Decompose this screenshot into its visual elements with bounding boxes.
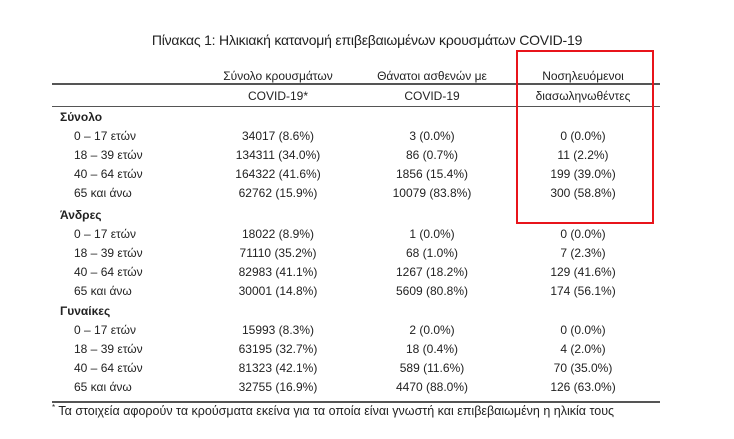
total-cases-cell: 63195 (32.7%) (238, 342, 318, 356)
highlight-box (516, 50, 654, 224)
total-cases-cell: 32755 (16.9%) (238, 380, 318, 394)
deaths-cell: 86 (0.7%) (405, 148, 459, 162)
table-row: 65 και άνω 62762 (15.9%) 10079 (83.8%) 300 … (0, 184, 734, 203)
intubated-cell: 0 (0.0%) (560, 323, 606, 337)
group-header: Άνδρες (0, 206, 734, 225)
age-group-label: 65 και άνω (74, 186, 132, 200)
column-header-deaths: Θάνατοι ασθενών με COVID-19 (352, 66, 512, 106)
total-cases-cell: 62762 (15.9%) (238, 186, 318, 200)
total-cases-cell: 18022 (8.9%) (241, 227, 315, 241)
footnote: * Τα στοιχεία αφορούν τα κρούσματα εκείν… (52, 403, 614, 418)
column-header-total-cases: Σύνολο κρουσμάτων COVID-19* (198, 66, 358, 106)
table-row: 0 – 17 ετών 34017 (8.6%) 3 (0.0%) 0 (0.0%) (0, 127, 734, 146)
header-line: Νοσηλευόμενοι (542, 69, 624, 83)
age-group-label: 0 – 17 ετών (74, 323, 136, 337)
intubated-cell: 300 (58.8%) (550, 186, 616, 200)
intubated-cell: 70 (35.0%) (553, 361, 613, 375)
table-row: 40 – 64 ετών 164322 (41.6%) 1856 (15.4%) 19… (0, 165, 734, 184)
deaths-cell: 10079 (83.8%) (392, 186, 472, 200)
table-row: 18 – 39 ετών 63195 (32.7%) 18 (0.4%) 4 (2.0… (0, 340, 734, 359)
age-group-label: 18 – 39 ετών (74, 246, 143, 260)
deaths-cell: 4470 (88.0%) (395, 380, 469, 394)
intubated-cell: 4 (2.0%) (560, 342, 606, 356)
intubated-cell: 0 (0.0%) (560, 227, 606, 241)
top-rule (52, 83, 660, 85)
table-row: 18 – 39 ετών 134311 (34.0%) 86 (0.7%) 11 (2… (0, 146, 734, 165)
intubated-cell: 129 (41.6%) (550, 265, 616, 279)
deaths-cell: 1 (0.0%) (409, 227, 455, 241)
total-cases-cell: 82983 (41.1%) (238, 265, 318, 279)
deaths-cell: 1267 (18.2%) (395, 265, 469, 279)
footnote-text: Τα στοιχεία αφορούν τα κρούσματα εκείνα … (58, 404, 615, 419)
group-name: Γυναίκες (60, 304, 111, 318)
total-cases-cell: 164322 (41.6%) (235, 167, 321, 181)
age-group-label: 18 – 39 ετών (74, 342, 143, 356)
total-cases-cell: 30001 (14.8%) (238, 284, 318, 298)
group-name: Σύνολο (60, 110, 103, 124)
age-group-label: 18 – 39 ετών (74, 148, 143, 162)
intubated-cell: 126 (63.0%) (550, 380, 616, 394)
deaths-cell: 5609 (80.8%) (395, 284, 469, 298)
table-row: 65 και άνω 30001 (14.8%) 5609 (80.8%) 174 (… (0, 282, 734, 301)
total-cases-cell: 81323 (42.1%) (238, 361, 318, 375)
header-rule (52, 106, 660, 107)
age-group-label: 0 – 17 ετών (74, 129, 136, 143)
age-group-label: 65 και άνω (74, 284, 132, 298)
age-group-label: 65 και άνω (74, 380, 132, 394)
table-row: 40 – 64 ετών 81323 (42.1%) 589 (11.6%) 70 (… (0, 359, 734, 378)
age-group-label: 40 – 64 ετών (74, 361, 143, 375)
age-group-label: 40 – 64 ετών (74, 167, 143, 181)
header-line: COVID-19* (247, 89, 309, 103)
age-group-label: 40 – 64 ετών (74, 265, 143, 279)
total-cases-cell: 15993 (8.3%) (241, 323, 315, 337)
total-cases-cell: 134311 (34.0%) (235, 148, 321, 162)
group-name: Άνδρες (60, 208, 102, 222)
age-group-label: 0 – 17 ετών (74, 227, 136, 241)
deaths-cell: 2 (0.0%) (409, 323, 455, 337)
header-line: Σύνολο κρουσμάτων (223, 69, 333, 83)
intubated-cell: 174 (56.1%) (550, 284, 616, 298)
deaths-cell: 1856 (15.4%) (395, 167, 469, 181)
header-line: Θάνατοι ασθενών με (377, 69, 487, 83)
deaths-cell: 3 (0.0%) (409, 129, 455, 143)
group-header: Σύνολο (0, 108, 734, 127)
table-row: 0 – 17 ετών 18022 (8.9%) 1 (0.0%) 0 (0.0%) (0, 225, 734, 244)
intubated-cell: 0 (0.0%) (560, 129, 606, 143)
total-cases-cell: 71110 (35.2%) (239, 246, 317, 260)
group-header: Γυναίκες (0, 302, 734, 321)
header-line: COVID-19 (404, 89, 460, 103)
deaths-cell: 68 (1.0%) (405, 246, 459, 260)
footnote-marker: * (52, 403, 56, 412)
total-cases-cell: 34017 (8.6%) (241, 129, 315, 143)
column-header-intubated: Νοσηλευόμενοι διασωληνωθέντες (503, 66, 663, 106)
header-line: διασωληνωθέντες (535, 89, 631, 103)
intubated-cell: 11 (2.2%) (557, 148, 609, 162)
intubated-cell: 199 (39.0%) (550, 167, 616, 181)
table-row: 40 – 64 ετών 82983 (41.1%) 1267 (18.2%) 129… (0, 263, 734, 282)
table-title: Πίνακας 1: Ηλικιακή κατανομή επιβεβαιωμέ… (151, 32, 583, 48)
deaths-cell: 589 (11.6%) (399, 361, 465, 375)
bottom-rule (52, 401, 660, 403)
table-row: 65 και άνω 32755 (16.9%) 4470 (88.0%) 126 (… (0, 378, 734, 397)
table-row: 0 – 17 ετών 15993 (8.3%) 2 (0.0%) 0 (0.0%) (0, 321, 734, 340)
deaths-cell: 18 (0.4%) (405, 342, 459, 356)
intubated-cell: 7 (2.3%) (560, 246, 606, 260)
table-row: 18 – 39 ετών 71110 (35.2%) 68 (1.0%) 7 (2.3… (0, 244, 734, 263)
